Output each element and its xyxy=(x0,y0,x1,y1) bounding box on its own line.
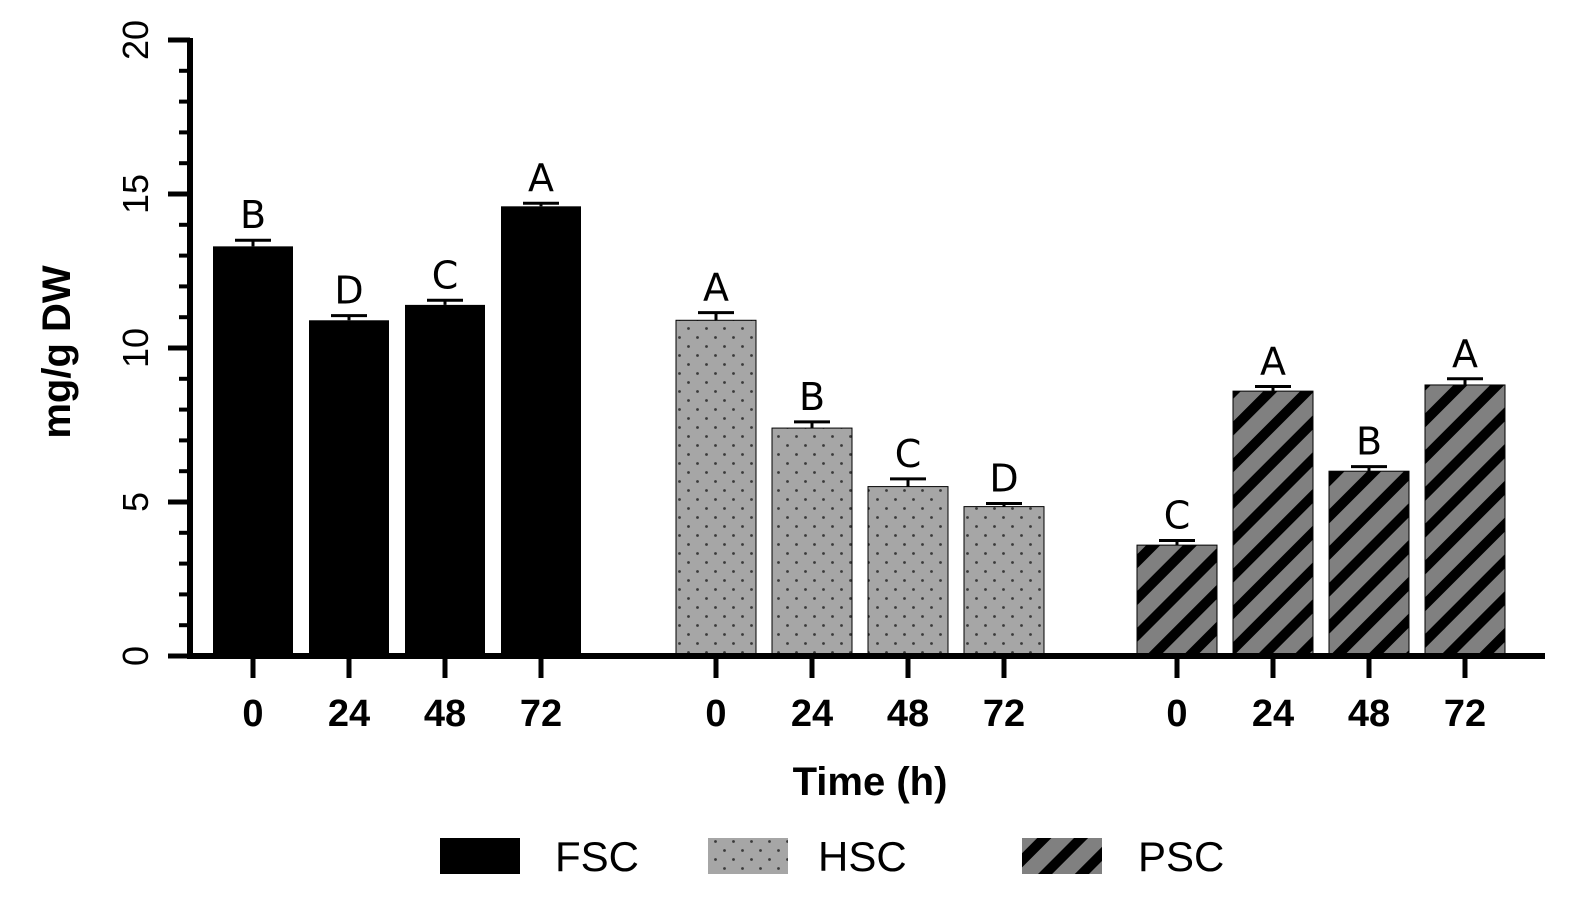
legend-item-psc: PSC xyxy=(1022,833,1224,880)
y-tick-label-20: 20 xyxy=(115,20,156,60)
sig-letter-hsc-24: B xyxy=(799,375,825,419)
y-tick-label-15: 15 xyxy=(115,174,156,214)
series-fsc: B D C A xyxy=(213,156,581,657)
series-psc: C A B A xyxy=(1136,332,1506,657)
sig-letter-fsc-24: D xyxy=(334,269,363,313)
x-tick-label-psc-72: 72 xyxy=(1444,693,1486,735)
sig-letter-psc-72: A xyxy=(1452,332,1478,376)
bar-psc-0 xyxy=(1136,544,1218,657)
legend-item-hsc: HSC xyxy=(708,833,907,880)
legend-item-fsc: FSC xyxy=(440,833,639,880)
x-tick-label-hsc-0: 0 xyxy=(705,693,726,735)
y-tick-label-5: 5 xyxy=(115,492,156,512)
y-tick-label-10: 10 xyxy=(115,328,156,368)
sig-letter-psc-48: B xyxy=(1356,420,1382,464)
x-tick-label-fsc-24: 24 xyxy=(328,693,370,735)
sig-letter-psc-24: A xyxy=(1260,340,1286,384)
sig-letter-hsc-0: A xyxy=(703,266,729,310)
legend-label-psc: PSC xyxy=(1138,833,1224,880)
legend-label-hsc: HSC xyxy=(818,833,907,880)
legend-swatch-psc xyxy=(1022,838,1102,874)
bar-fsc-24 xyxy=(309,320,389,656)
sig-letter-psc-0: C xyxy=(1164,494,1191,538)
x-tick-label-psc-0: 0 xyxy=(1166,693,1187,735)
axes-layer: 0 24 48 72 0 24 48 72 0 24 48 72 0 5 10 15 20 xyxy=(115,20,1545,735)
sig-letter-hsc-48: C xyxy=(895,432,922,476)
x-tick-label-fsc-48: 48 xyxy=(424,693,466,735)
sig-letter-hsc-72: D xyxy=(989,457,1018,501)
legend-label-fsc: FSC xyxy=(555,833,639,880)
bar-fsc-0 xyxy=(213,246,293,657)
legend-swatch-hsc xyxy=(708,838,788,874)
bar-hsc-24 xyxy=(771,427,853,657)
y-axis-title: mg/g DW xyxy=(35,265,79,439)
x-tick-label-hsc-24: 24 xyxy=(791,693,833,735)
x-tick-label-fsc-0: 0 xyxy=(242,693,263,735)
bar-psc-24 xyxy=(1232,390,1314,657)
bar-hsc-48 xyxy=(867,486,949,657)
bars-layer: B D C A A B C D C A B A xyxy=(213,156,1506,657)
x-tick-label-fsc-72: 72 xyxy=(520,693,562,735)
bar-hsc-72 xyxy=(963,506,1045,657)
x-tick-label-psc-48: 48 xyxy=(1348,693,1390,735)
bar-hsc-0 xyxy=(675,319,757,657)
sig-letter-fsc-0: B xyxy=(240,193,266,237)
bar-psc-72 xyxy=(1424,384,1506,657)
legend-swatch-fsc xyxy=(440,838,520,874)
bar-psc-48 xyxy=(1328,470,1410,657)
sig-letter-fsc-72: A xyxy=(528,156,554,200)
x-axis-title: Time (h) xyxy=(793,760,948,804)
sig-letter-fsc-48: C xyxy=(432,253,459,297)
x-tick-label-hsc-72: 72 xyxy=(983,693,1025,735)
bar-fsc-72 xyxy=(501,206,581,656)
x-tick-label-psc-24: 24 xyxy=(1252,693,1294,735)
bar-fsc-48 xyxy=(405,304,485,656)
legend: FSC HSC PSC xyxy=(440,833,1224,880)
series-hsc: A B C D xyxy=(675,266,1045,657)
y-tick-label-0: 0 xyxy=(115,646,156,666)
x-tick-label-hsc-48: 48 xyxy=(887,693,929,735)
